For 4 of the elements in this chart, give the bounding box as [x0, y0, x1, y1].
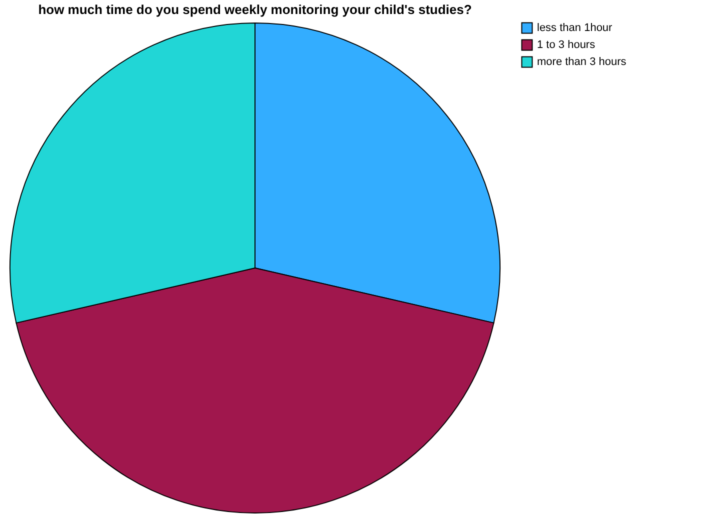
chart-title: how much time do you spend weekly monitoring your child's studies?: [38, 2, 472, 17]
legend-label: more than 3 hours: [537, 56, 627, 68]
legend-label: less than 1hour: [537, 22, 613, 34]
legend-label: 1 to 3 hours: [537, 39, 596, 51]
